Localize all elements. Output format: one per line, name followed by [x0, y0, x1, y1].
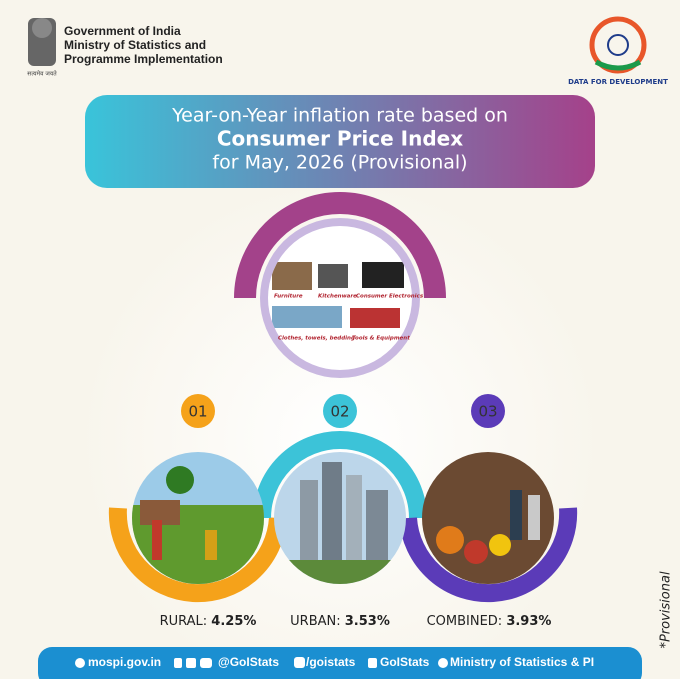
- item-label: URBAN: 3.53%: [290, 614, 390, 629]
- footer-link[interactable]: mospi.gov.in: [88, 655, 161, 669]
- badge: [323, 394, 357, 428]
- footer-link[interactable]: /goistats: [306, 655, 356, 669]
- title-banner: [85, 95, 595, 188]
- footer-bar: [38, 647, 642, 679]
- urban-photo: [274, 452, 406, 584]
- urban-arc: [253, 431, 427, 519]
- badge-number: 01: [188, 403, 207, 421]
- provisional-note: *Provisional: [659, 571, 674, 648]
- emblem: सत्यमेव जयते: [27, 18, 57, 78]
- title-line: for May, 2026 (Provisional): [212, 152, 467, 174]
- title-line: Year-on-Year inflation rate based on: [171, 105, 508, 127]
- rural-arc: [108, 507, 287, 603]
- rate: 3.93%: [506, 614, 551, 629]
- badge: [181, 394, 215, 428]
- title-highlight: Consumer Price Index: [217, 127, 463, 151]
- region: COMBINED:: [427, 614, 503, 629]
- rate: 4.25%: [211, 614, 256, 629]
- mospi-logo: DATA FOR DEVELOPMENT: [568, 16, 668, 86]
- header-line: Programme Implementation: [64, 52, 223, 66]
- market-photo: [422, 452, 554, 584]
- item-label: COMBINED: 3.93%: [427, 614, 552, 629]
- footer-link[interactable]: @GoIStats: [218, 655, 279, 669]
- rate: 3.53%: [345, 614, 390, 629]
- footer-link[interactable]: GoIStats: [380, 655, 430, 669]
- combined-arc: [399, 507, 578, 603]
- footer-icons: [75, 657, 448, 668]
- badge-number: 02: [330, 403, 349, 421]
- logo-caption: DATA FOR DEVELOPMENT: [568, 78, 668, 86]
- basket-label: Clothes, towels, bedding: [278, 336, 355, 342]
- basket-label: Tools & Equipment: [352, 336, 410, 342]
- basket-label: Consumer Electronics: [356, 294, 424, 300]
- region: URBAN:: [290, 614, 340, 629]
- region: RURAL:: [160, 614, 208, 629]
- header-line: Ministry of Statistics and: [64, 38, 206, 52]
- header-line: Government of India: [64, 24, 181, 38]
- basket-products: [272, 262, 404, 328]
- basket-arc: [234, 192, 446, 299]
- item-label: RURAL: 4.25%: [160, 614, 257, 629]
- badge: [471, 394, 505, 428]
- basket-label: Kitchenware: [318, 294, 357, 300]
- badge-number: 03: [478, 403, 497, 421]
- emblem-motto: सत्यमेव जयते: [27, 70, 57, 78]
- footer-link[interactable]: Ministry of Statistics & PI: [450, 655, 594, 669]
- basket-label: Furniture: [274, 294, 303, 300]
